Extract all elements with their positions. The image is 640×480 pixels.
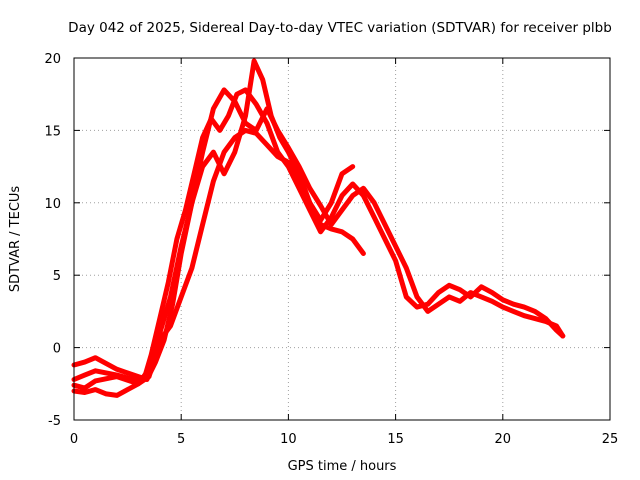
y-tick-label: -5 bbox=[48, 414, 61, 429]
x-tick-label: 5 bbox=[177, 432, 185, 447]
x-tick-label: 0 bbox=[70, 432, 78, 447]
data-series bbox=[71, 58, 566, 398]
series-line-1 bbox=[71, 87, 566, 384]
y-tick-label: 20 bbox=[44, 52, 61, 67]
plot-frame bbox=[73, 57, 611, 421]
x-tick-label: 15 bbox=[387, 432, 404, 447]
series-line-2 bbox=[71, 87, 566, 382]
x-tick-label: 10 bbox=[280, 432, 297, 447]
y-tick-label: 15 bbox=[44, 124, 61, 139]
x-tick-label: 25 bbox=[602, 432, 619, 447]
y-tick-label: 10 bbox=[44, 197, 61, 212]
series-line-4 bbox=[71, 58, 356, 391]
y-tick-label: 0 bbox=[53, 342, 61, 357]
x-tick-label: 20 bbox=[495, 432, 512, 447]
series-line-3 bbox=[71, 127, 366, 398]
y-tick-label: 5 bbox=[53, 269, 61, 284]
x-axis-label: GPS time / hours bbox=[288, 459, 397, 474]
axis-ticks: 0 5 10 15 20 25 -5 0 5 10 15 20 bbox=[44, 52, 618, 447]
y-axis-label: SDTVAR / TECUs bbox=[8, 186, 23, 293]
chart-title: Day 042 of 2025, Sidereal Day-to-day VTE… bbox=[68, 20, 612, 36]
